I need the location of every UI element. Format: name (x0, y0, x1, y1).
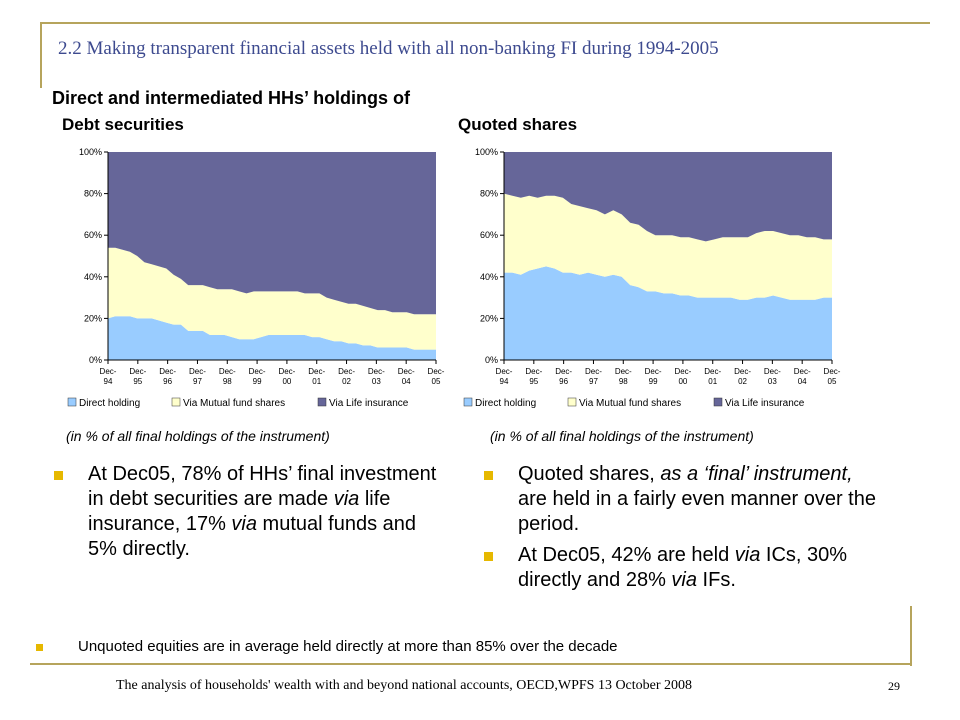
legend-swatch-direct-holding (463, 397, 473, 407)
chart-title-quoted-shares: Quoted shares (458, 115, 578, 134)
chart-title-debt-securities: Debt securities (62, 115, 184, 134)
bullet-text: via (333, 488, 360, 510)
x-tick-label: Dec-99 (249, 367, 266, 386)
x-tick-label: Dec-94 (496, 367, 513, 386)
x-tick-label: Dec-04 (398, 367, 415, 386)
footer-rule-vertical (910, 606, 912, 666)
bullet-text: mutual funds and 5% directly. (88, 513, 416, 560)
legend-swatch-life-insurance (317, 397, 327, 407)
legend-swatch-mutual-fund (567, 397, 577, 407)
x-tick-label: Dec-04 (794, 367, 811, 386)
x-tick-label: Dec-05 (428, 367, 445, 386)
bullet-text: via (231, 513, 257, 535)
bullet-item: At Dec05, 78% of HHs’ final investment i… (54, 462, 446, 562)
x-tick-label: Dec-99 (645, 367, 662, 386)
area-life-insurance (108, 152, 436, 315)
page-number: 29 (888, 679, 900, 693)
x-tick-label: Dec-97 (189, 367, 206, 386)
slide-subtitle: Direct and intermediated HHs’ holdings o… (52, 88, 411, 108)
bullet-text: life insurance, 17% (88, 488, 391, 535)
bullet-text: as a ‘final’ instrument, (660, 463, 853, 485)
y-tick-label: 60% (84, 230, 102, 240)
legend-label-mutual-fund: Via Mutual fund shares (579, 398, 681, 409)
x-tick-label: Dec-95 (129, 367, 146, 386)
title-rule-horizontal (40, 22, 930, 24)
bullet-marker (484, 552, 493, 561)
x-tick-label: Dec-98 (615, 367, 632, 386)
x-tick-label: Dec-03 (368, 367, 385, 386)
bullet-text: At Dec05, 78% of HHs’ final investment i… (88, 463, 437, 510)
title-rule-vertical (40, 22, 42, 88)
x-tick-label: Dec-94 (100, 367, 117, 386)
legend-label-life-insurance: Via Life insurance (725, 398, 805, 409)
bullet-text: are held in a fairly even manner over th… (518, 488, 876, 535)
y-tick-label: 20% (480, 313, 498, 323)
y-tick-label: 100% (475, 147, 498, 157)
y-tick-label: 80% (84, 189, 102, 199)
bullet-item: At Dec05, 42% are held via ICs, 30% dire… (484, 543, 884, 593)
chart-quoted-shares: 0% 20% 40% 60% 80% 100% Dec-94 Dec-95 Dec-96 Dec-… (463, 147, 841, 409)
area-direct-holding (504, 266, 832, 360)
x-tick-label: Dec-01 (308, 367, 325, 386)
legend-swatch-direct-holding (67, 397, 77, 407)
area-direct-holding (108, 316, 436, 360)
y-tick-label: 20% (84, 313, 102, 323)
y-tick-label: 60% (480, 230, 498, 240)
bullet-text: At Dec05, 42% are held (518, 544, 735, 566)
area-mutual-fund (108, 247, 436, 350)
bullet-item: Quoted shares, as a ‘final’ instrument, … (484, 462, 884, 537)
x-tick-label: Dec-00 (674, 367, 691, 386)
bullets-right: Quoted shares, as a ‘final’ instrument, … (484, 462, 884, 599)
legend-label-life-insurance: Via Life insurance (329, 398, 409, 409)
y-tick-label: 40% (84, 272, 102, 282)
x-tick-label: Dec-02 (338, 367, 355, 386)
bullet-text: IFs. (697, 569, 736, 591)
slide-title: 2.2 Making transparent financial assets … (58, 38, 719, 59)
bullet-marker (484, 471, 493, 480)
chart-debt-securities: 0% 20% 40% 60% 80% 100% Dec-94 Dec-95 Dec-96 Dec-… (67, 147, 445, 409)
area-life-insurance (504, 152, 832, 242)
y-tick-label: 100% (79, 147, 102, 157)
bullet-marker (36, 644, 43, 651)
x-tick-label: Dec-98 (219, 367, 236, 386)
bullet-text: Quoted shares, (518, 463, 661, 485)
footer-text: The analysis of households' wealth with … (116, 678, 693, 693)
area-mutual-fund (504, 193, 832, 300)
x-tick-label: Dec-00 (278, 367, 295, 386)
bullet-marker (54, 471, 63, 480)
legend-swatch-life-insurance (713, 397, 723, 407)
legend-label-direct-holding: Direct holding (79, 398, 140, 409)
bottom-note-text: Unquoted equities are in average held di… (78, 638, 618, 655)
footer-rule-horizontal (30, 663, 912, 665)
y-tick-label: 0% (89, 355, 102, 365)
caption-quoted-shares: (in % of all final holdings of the instr… (490, 428, 754, 444)
x-tick-label: Dec-01 (704, 367, 721, 386)
bullet-text: ICs, 30% directly and 28% (518, 544, 848, 591)
bullet-text: via (734, 544, 761, 566)
legend-swatch-mutual-fund (171, 397, 181, 407)
x-tick-label: Dec-05 (824, 367, 841, 386)
legend-label-mutual-fund: Via Mutual fund shares (183, 398, 285, 409)
y-tick-label: 80% (480, 189, 498, 199)
x-tick-label: Dec-96 (159, 367, 176, 386)
y-tick-label: 40% (480, 272, 498, 282)
bullet-text: via (671, 569, 697, 591)
x-tick-label: Dec-03 (764, 367, 781, 386)
bottom-note: Unquoted equities are in average held di… (36, 638, 618, 655)
legend-label-direct-holding: Direct holding (475, 398, 536, 409)
bullets-left: At Dec05, 78% of HHs’ final investment i… (54, 462, 446, 568)
x-tick-label: Dec-96 (555, 367, 572, 386)
caption-debt-securities: (in % of all final holdings of the instr… (66, 428, 330, 444)
x-tick-label: Dec-95 (525, 367, 542, 386)
y-tick-label: 0% (485, 355, 498, 365)
x-tick-label: Dec-02 (734, 367, 751, 386)
x-tick-label: Dec-97 (585, 367, 602, 386)
